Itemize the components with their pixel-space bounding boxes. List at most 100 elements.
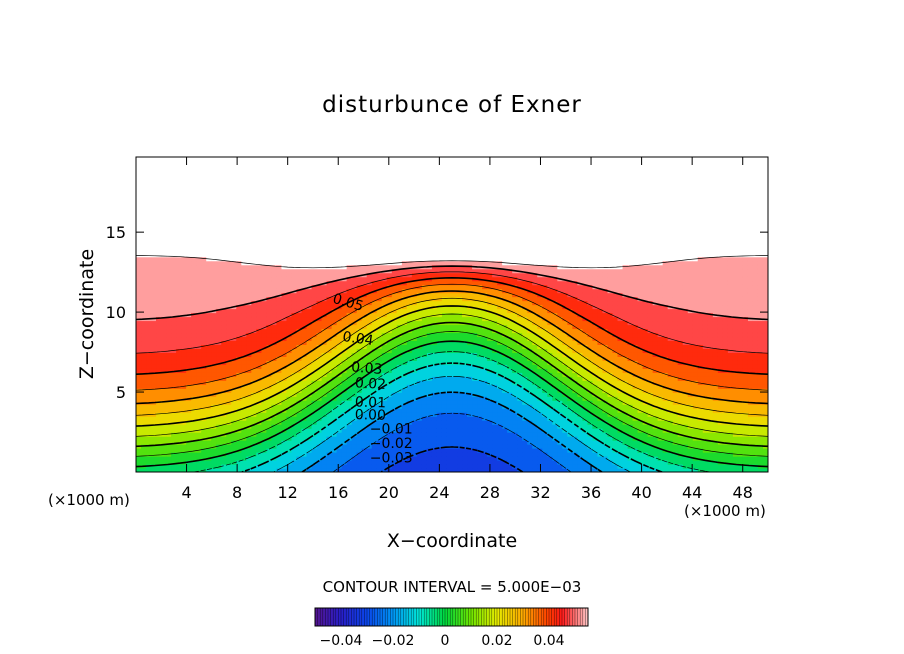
contour-cell (201, 448, 207, 453)
contour-cell (311, 220, 318, 226)
contour-cell (201, 440, 207, 445)
contour-cell (306, 408, 313, 413)
contour-cell (436, 460, 443, 465)
contour-cell (141, 420, 147, 425)
contour-cell (351, 268, 358, 274)
contour-cell (331, 464, 338, 469)
contour-cell (366, 332, 373, 338)
contour-cell (331, 208, 338, 214)
contour-cell (391, 216, 398, 222)
contour-cell (241, 332, 247, 338)
contour-cell (421, 236, 428, 242)
contour-cell (301, 164, 308, 170)
contour-cell (136, 292, 142, 298)
contour-cell (336, 332, 343, 338)
contour-cell (156, 200, 162, 206)
contour-cell (171, 228, 177, 234)
contour-cell (361, 408, 368, 413)
contour-cell (136, 364, 142, 369)
contour-cell (181, 360, 187, 365)
contour-cell (406, 380, 413, 385)
contour-cell (406, 412, 413, 417)
contour-cell (216, 204, 222, 210)
contour-cell (351, 196, 358, 202)
contour-cell (211, 264, 217, 270)
contour-cell (146, 184, 152, 190)
contour-cell (446, 364, 453, 369)
contour-cell (161, 208, 167, 214)
contour-cell (351, 160, 358, 166)
contour-cell (406, 444, 413, 449)
contour-cell (386, 368, 393, 373)
contour-cell (276, 188, 283, 194)
contour-cell (136, 224, 142, 230)
contour-cell (321, 168, 328, 174)
contour-cell (446, 280, 453, 286)
contour-cell (276, 460, 283, 465)
contour-cell (396, 356, 403, 361)
contour-cell (436, 344, 443, 349)
contour-cell (266, 348, 273, 353)
contour-cell (431, 336, 438, 342)
contour-cell (326, 268, 333, 274)
contour-cell (171, 328, 177, 334)
contour-cell (446, 456, 453, 461)
contour-cell (206, 164, 212, 170)
contour-cell (276, 440, 283, 445)
contour-cell (351, 460, 358, 465)
contour-cell (246, 292, 252, 298)
contour-cell (201, 316, 207, 322)
contour-cell (256, 388, 262, 393)
contour-cell (181, 428, 187, 433)
contour-cell (226, 332, 232, 338)
contour-cell (346, 400, 353, 405)
contour-cell (211, 224, 217, 230)
contour-cell (246, 396, 252, 401)
contour-cell (231, 180, 237, 186)
contour-cell (146, 164, 152, 170)
contour-cell (261, 456, 268, 461)
contour-cell (411, 228, 418, 234)
contour-cell (236, 452, 242, 457)
contour-cell (166, 288, 172, 294)
contour-cell (286, 336, 293, 342)
contour-cell (156, 240, 162, 246)
contour-cell (136, 312, 142, 318)
contour-cell (151, 392, 157, 397)
contour-cell (396, 428, 403, 433)
contour-cell (231, 312, 237, 318)
contour-cell (321, 468, 328, 472)
contour-cell (386, 196, 393, 202)
contour-cell (196, 240, 202, 246)
contour-cell (216, 212, 222, 218)
contour-cell (156, 368, 162, 373)
contour-cell (251, 352, 257, 357)
contour-cell (191, 388, 197, 393)
contour-cell (386, 280, 393, 286)
contour-cell (266, 380, 273, 385)
contour-cell (321, 432, 328, 437)
contour-cell (431, 320, 438, 326)
contour-cell (211, 452, 217, 457)
contour-cell (161, 164, 167, 170)
contour-cell (141, 460, 147, 465)
contour-cell (236, 268, 242, 274)
contour-cell (331, 392, 338, 397)
contour-cell (316, 320, 323, 326)
contour-cell (361, 232, 368, 238)
contour-cell (376, 444, 383, 449)
contour-cell (301, 232, 308, 238)
contour-cell (356, 340, 363, 346)
contour-cell (356, 304, 363, 310)
contour-cell (346, 372, 353, 377)
contour-cell (211, 448, 217, 453)
contour-cell (231, 284, 237, 290)
contour-cell (256, 308, 262, 314)
contour-cell (361, 168, 368, 174)
contour-cell (186, 328, 192, 334)
contour-cell (396, 300, 403, 306)
contour-cell (351, 220, 358, 226)
contour-cell (401, 448, 408, 453)
contour-cell (286, 404, 293, 409)
contour-cell (156, 396, 162, 401)
